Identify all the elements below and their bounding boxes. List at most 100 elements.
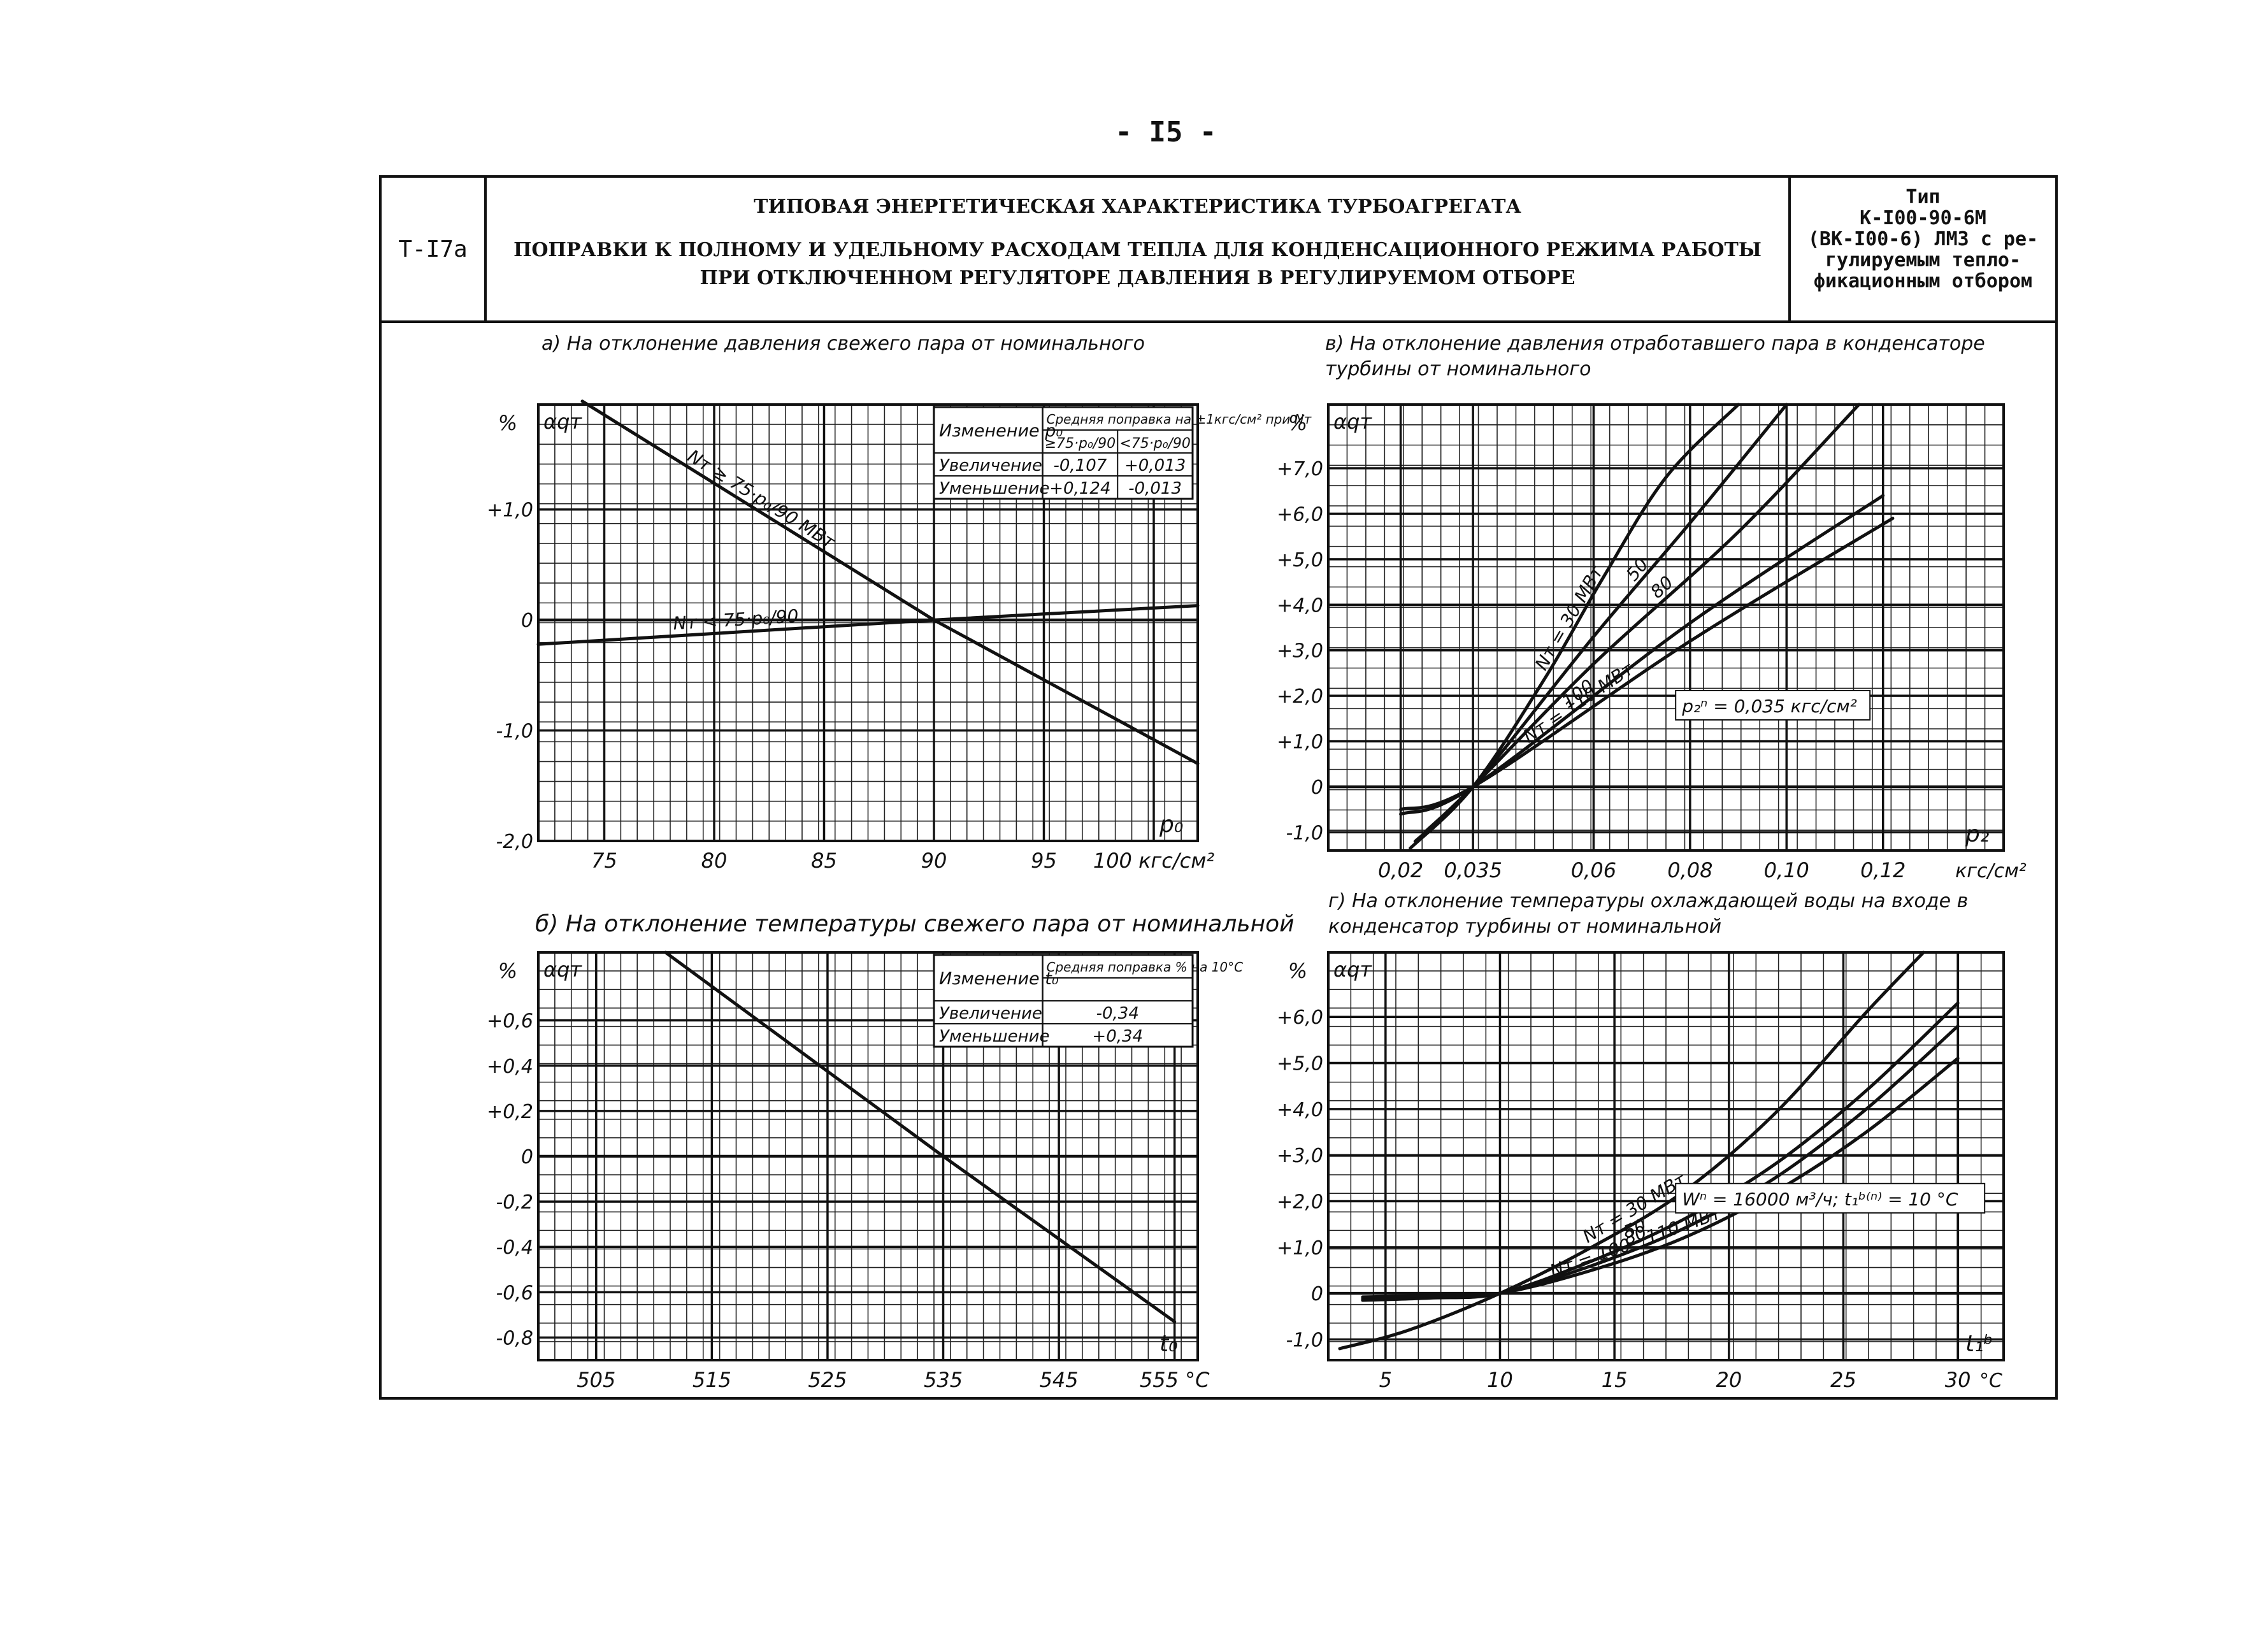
y-axis-label: αqт	[543, 958, 582, 982]
table-row-label: Уменьшение	[939, 1027, 1049, 1046]
y-tick-label: 0	[1311, 777, 1323, 799]
chart-a: +1,0 0 -1,0 -2,0 75 80 85 90 95 100 кгс/см²% αqт p₀…	[487, 399, 1312, 873]
charts-frame	[379, 323, 2058, 1400]
series-line	[1338, 951, 1925, 1351]
table-cell: +0,124	[1049, 479, 1110, 498]
chart-b: +0,6 +0,4 +0,2 0 -0,2 -0,4 -0,6 -0,8 505 515 525 53…	[487, 951, 1243, 1392]
x-tick-label: 100 кгс/см²	[1093, 849, 1215, 873]
y-tick-label: +2,0	[1277, 1191, 1323, 1214]
series-label: Nт ≥ 75·p₀/90 МВт	[684, 445, 840, 553]
x-tick-label: 0,035	[1444, 858, 1502, 882]
annotation-box	[1675, 690, 1871, 721]
table-subheader: <75·p₀/90	[1119, 436, 1191, 452]
x-unit-label: кгс/см²	[1955, 860, 2027, 882]
y-tick-label: +2,0	[1277, 685, 1323, 708]
table-col0-header: Изменение t₀	[939, 969, 1059, 989]
x-tick-label: 0,10	[1764, 858, 1809, 882]
x-axis-label: t₀	[1159, 1331, 1178, 1357]
y-tick-label: 0	[1311, 1283, 1323, 1305]
chart-a-subtitle: а) На отклонение давления свежего пара о…	[542, 333, 1145, 355]
table-row-label: Увеличение	[939, 456, 1042, 475]
x-axis-label: t₁ᵇ	[1965, 1331, 1993, 1357]
y-unit-label: %	[1288, 959, 1307, 983]
y-tick-label: +6,0	[1277, 1007, 1323, 1029]
y-tick-label: -1,0	[1286, 1329, 1323, 1351]
table-cell: +0,013	[1124, 456, 1186, 475]
chart-b-subtitle: б) На отклонение температуры свежего пар…	[535, 911, 1295, 937]
y-tick-label: -2,0	[496, 831, 533, 853]
title-line-2: ПОПРАВКИ К ПОЛНОМУ И УДЕЛЬНОМУ РАСХОДАМ …	[513, 239, 1762, 261]
table-header: Средняя поправка на ±1кгс/см² при Nт	[1047, 412, 1312, 427]
x-tick-label: 0,08	[1667, 858, 1712, 882]
y-axis-label: αqт	[1333, 958, 1372, 982]
y-tick-label: +7,0	[1277, 458, 1323, 480]
chart-v-subtitle: в) На отклонение давления отработавшего …	[1325, 333, 1985, 380]
x-tick-label: 0,06	[1571, 858, 1616, 882]
series-label: 80	[1646, 571, 1677, 602]
y-tick-label: -0,4	[496, 1237, 533, 1259]
y-axis-label: αqт	[1333, 410, 1372, 434]
table-row-label: Увеличение	[939, 1004, 1042, 1023]
y-tick-label: -0,6	[496, 1282, 533, 1304]
y-tick-label: +4,0	[1277, 594, 1323, 617]
table-subheader: ≥75·p₀/90	[1045, 436, 1116, 452]
type-line: гулируемым тепло-	[1825, 249, 2021, 271]
x-unit-label: °C	[1979, 1370, 2002, 1392]
y-tick-label: +5,0	[1277, 1053, 1323, 1075]
y-tick-label: +0,4	[487, 1056, 533, 1078]
y-tick-label: +3,0	[1277, 1145, 1323, 1167]
series-line	[664, 951, 1177, 1324]
y-tick-label: -1,0	[1286, 822, 1323, 844]
series-line	[1399, 494, 1885, 816]
x-tick-label: 505	[577, 1368, 615, 1392]
series-line	[536, 604, 1200, 646]
y-tick-label: 0	[521, 1146, 533, 1168]
table-row-label: Уменьшение	[939, 479, 1049, 498]
series-label: Nт = 110 МВт	[1519, 658, 1637, 747]
y-unit-label: %	[498, 959, 517, 983]
type-line: Тип	[1906, 186, 1941, 208]
x-tick-label: 515	[693, 1368, 731, 1392]
x-tick-label: 0,02	[1378, 858, 1423, 882]
x-tick-label: 80	[701, 849, 728, 873]
title-line-3: ПРИ ОТКЛЮЧЕННОМ РЕГУЛЯТОРЕ ДАВЛЕНИЯ В РЕ…	[700, 267, 1575, 289]
chart-g-subtitle: г) На отклонение температуры охлаждающей…	[1328, 890, 1969, 938]
doc-code: Т-I7а	[382, 178, 487, 320]
x-tick-label: 525	[808, 1368, 847, 1392]
annotation-box	[1675, 1182, 1986, 1214]
y-tick-label: 0	[521, 610, 533, 632]
x-tick-label: 85	[811, 849, 837, 873]
x-tick-label: 535	[924, 1368, 963, 1392]
doc-title: ТИПОВАЯ ЭНЕРГЕТИЧЕСКАЯ ХАРАКТЕРИСТИКА ТУ…	[487, 178, 1791, 320]
x-tick-label: 10	[1487, 1368, 1513, 1392]
y-tick-label: +1,0	[487, 499, 533, 522]
annotation-text: Wⁿ = 16000 м³/ч; t₁ᵇ⁽ⁿ⁾ = 10 °С	[1682, 1189, 1958, 1210]
series-line	[1399, 517, 1895, 812]
x-tick-label: 20	[1716, 1368, 1742, 1392]
series-line	[1413, 403, 1788, 843]
page-number: - I5 -	[1115, 116, 1217, 148]
y-tick-label: -1,0	[496, 721, 533, 743]
series-label: Nт = 30 МВт	[1531, 562, 1607, 673]
x-tick-label: 15	[1602, 1368, 1628, 1392]
y-tick-label: +5,0	[1277, 549, 1323, 571]
x-tick-label: 5	[1379, 1368, 1392, 1392]
y-tick-label: +1,0	[1277, 731, 1323, 754]
header-table: Т-I7а ТИПОВАЯ ЭНЕРГЕТИЧЕСКАЯ ХАРАКТЕРИСТ…	[379, 175, 2058, 323]
y-tick-label: +6,0	[1277, 503, 1323, 526]
y-unit-label: %	[498, 411, 517, 435]
title-line-1: ТИПОВАЯ ЭНЕРГЕТИЧЕСКАЯ ХАРАКТЕРИСТИКА ТУ…	[754, 196, 1521, 218]
y-tick-label: +4,0	[1277, 1099, 1323, 1121]
y-tick-label: +0,6	[487, 1010, 533, 1033]
turbine-type: Тип К-I00-90-6М (ВК-I00-6) ЛМЗ с ре- гул…	[1791, 178, 2055, 320]
chart-g: +6,0 +5,0 +4,0 +3,0 +2,0 +1,0 0 -1,0 5 10 15 20 25 30…	[1277, 951, 2005, 1392]
x-tick-label: 25	[1830, 1368, 1856, 1392]
annotation-text: p₂ⁿ = 0,035 кгс/см²	[1681, 696, 1857, 717]
y-tick-label: -0,2	[496, 1191, 533, 1214]
y-tick-label: -0,8	[496, 1327, 533, 1349]
table-header: Средняя поправка % на 10°С	[1047, 959, 1244, 975]
x-tick-label: 75	[591, 849, 617, 873]
x-tick-label: 95	[1031, 849, 1057, 873]
x-axis-label: p₀	[1159, 812, 1183, 838]
table-cell: -0,34	[1096, 1004, 1139, 1023]
